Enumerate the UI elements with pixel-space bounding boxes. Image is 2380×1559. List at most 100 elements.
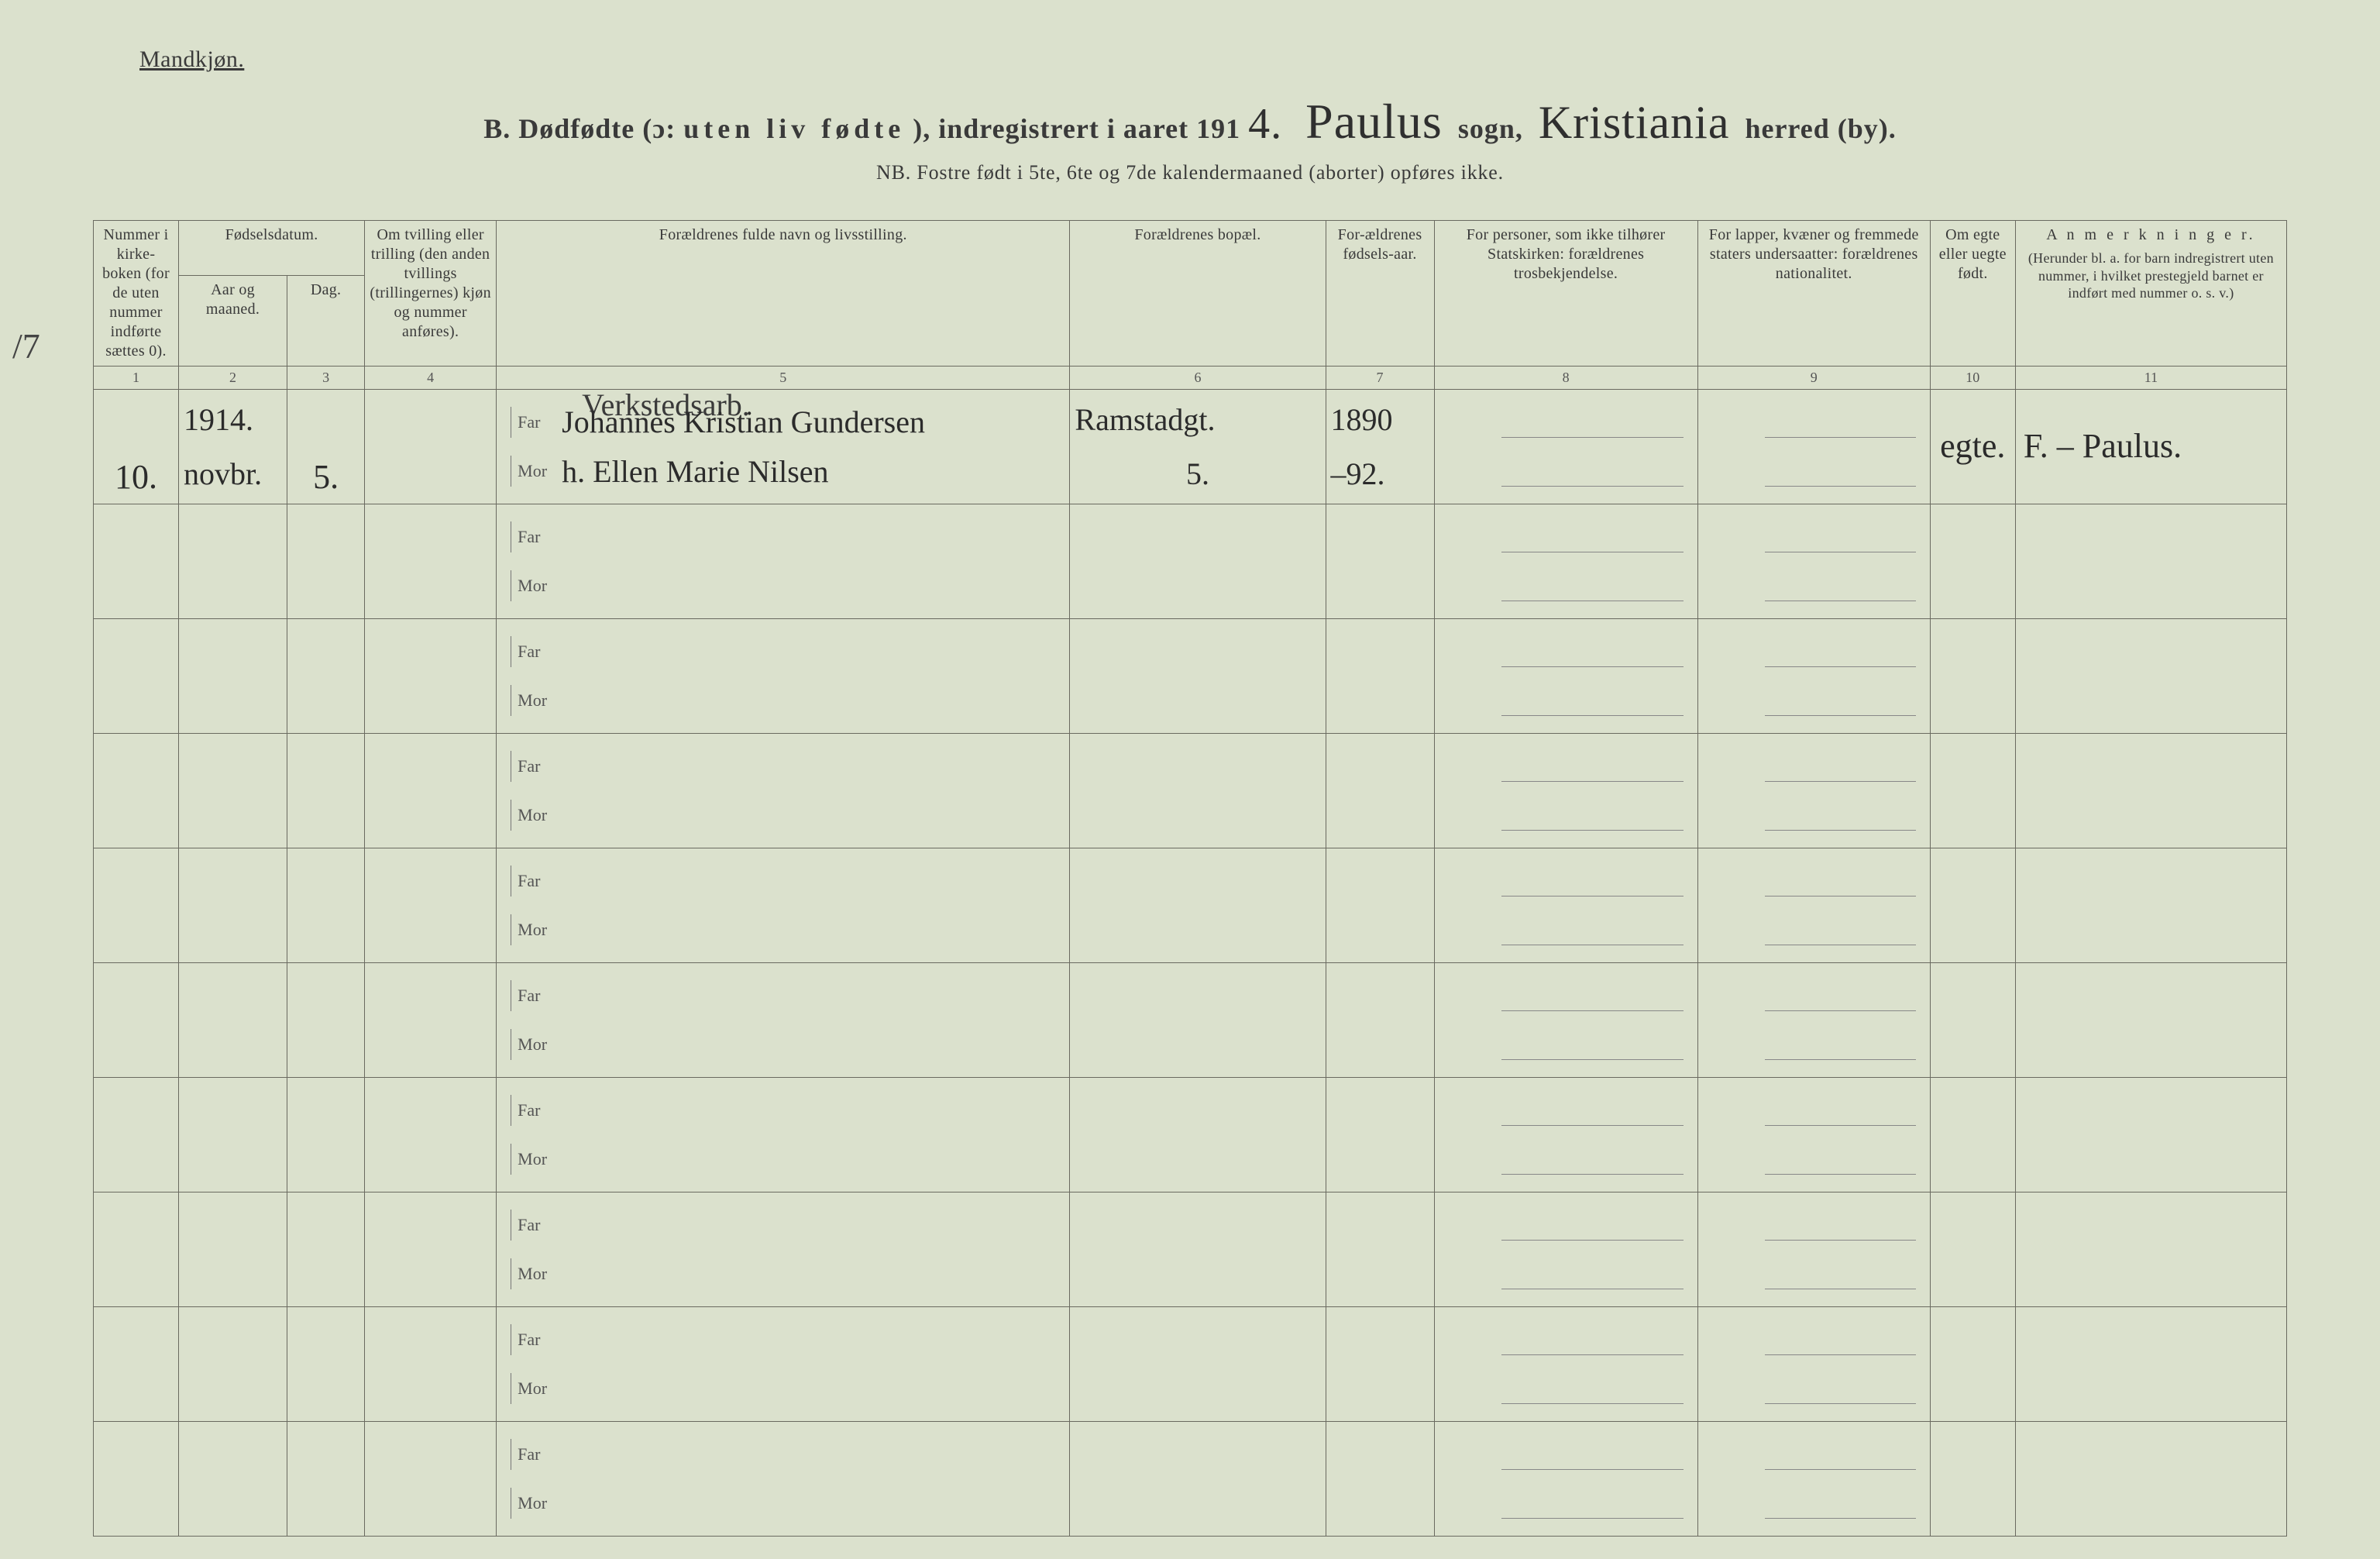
empty-cell bbox=[287, 1422, 365, 1537]
far-label: Far bbox=[511, 980, 554, 1011]
empty-cell bbox=[94, 734, 179, 848]
col-header-birthdate-group: Fødselsdatum. bbox=[179, 221, 365, 276]
cell-parents: Verkstedsarb. Far Johannes Kristian Gund… bbox=[497, 390, 1070, 504]
entry-father-name: Johannes Kristian Gundersen bbox=[562, 404, 925, 440]
empty-cell bbox=[287, 619, 365, 734]
col-header-twin: Om tvilling eller trilling (den anden tv… bbox=[365, 221, 497, 367]
empty-cell bbox=[94, 1422, 179, 1537]
empty-cell bbox=[1697, 734, 1930, 848]
marginal-mark: /7 bbox=[12, 325, 40, 367]
col-header-number: Nummer i kirke-boken (for de uten nummer… bbox=[94, 221, 179, 367]
empty-cell bbox=[1930, 1422, 2015, 1537]
col-header-year-month: Aar og maaned. bbox=[179, 275, 287, 366]
cell-nationality bbox=[1697, 390, 1930, 504]
empty-cell bbox=[1434, 1307, 1697, 1422]
colnum: 8 bbox=[1434, 367, 1697, 390]
year-handwritten: 4. bbox=[1240, 100, 1290, 148]
empty-cell bbox=[1697, 848, 1930, 963]
empty-cell bbox=[2015, 734, 2286, 848]
empty-cell bbox=[365, 848, 497, 963]
empty-cell bbox=[1326, 734, 1434, 848]
col-header-parent-birthyear: For-ældrenes fødsels-aar. bbox=[1326, 221, 1434, 367]
entry-year: 1914. bbox=[184, 401, 282, 438]
entry-address-top: Ramstadgt. bbox=[1075, 401, 1320, 438]
column-number-row: 1 2 3 4 5 6 7 8 9 10 11 bbox=[94, 367, 2287, 390]
empty-cell bbox=[2015, 1422, 2286, 1537]
table-row: FarMor bbox=[94, 619, 2287, 734]
col-header-remarks: A n m e r k n i n g e r. (Herunder bl. a… bbox=[2015, 221, 2286, 367]
far-label: Far bbox=[511, 1210, 554, 1241]
empty-cell bbox=[287, 963, 365, 1078]
empty-cell bbox=[1070, 963, 1326, 1078]
entry-remark: F. – Paulus. bbox=[2024, 428, 2182, 465]
mor-label: Mor bbox=[511, 1488, 554, 1519]
empty-cell bbox=[1326, 1422, 1434, 1537]
mor-label: Mor bbox=[511, 1029, 554, 1060]
empty-cell bbox=[94, 619, 179, 734]
empty-cell bbox=[94, 963, 179, 1078]
empty-cell bbox=[287, 734, 365, 848]
table-row: FarMor bbox=[94, 1422, 2287, 1537]
col-header-nationality: For lapper, kvæner og fremmede staters u… bbox=[1697, 221, 1930, 367]
cell-parent-years: 1890 –92. bbox=[1326, 390, 1434, 504]
empty-cell bbox=[1070, 848, 1326, 963]
empty-cell bbox=[1070, 619, 1326, 734]
empty-cell: FarMor bbox=[497, 619, 1070, 734]
empty-cell bbox=[365, 619, 497, 734]
empty-cell bbox=[365, 1307, 497, 1422]
entry-mother-name: Ellen Marie Nilsen bbox=[593, 454, 828, 489]
empty-cell bbox=[1930, 848, 2015, 963]
empty-cell bbox=[2015, 848, 2286, 963]
colnum: 4 bbox=[365, 367, 497, 390]
empty-cell bbox=[287, 504, 365, 619]
table-row: FarMor bbox=[94, 1078, 2287, 1192]
cell-day: 5. bbox=[287, 390, 365, 504]
empty-cell bbox=[2015, 1192, 2286, 1307]
table-header: Nummer i kirke-boken (for de uten nummer… bbox=[94, 221, 2287, 390]
empty-cell bbox=[1697, 619, 1930, 734]
remarks-subtitle: (Herunder bl. a. for barn indregistrert … bbox=[2021, 250, 2282, 302]
empty-cell bbox=[365, 734, 497, 848]
empty-cell bbox=[1697, 1422, 1930, 1537]
empty-cell bbox=[1930, 619, 2015, 734]
empty-cell bbox=[1070, 1422, 1326, 1537]
cell-faith bbox=[1434, 390, 1697, 504]
mor-label: Mor bbox=[511, 1373, 554, 1404]
entry-mother-prefix: h. bbox=[562, 454, 585, 489]
empty-cell bbox=[365, 963, 497, 1078]
col-header-residence: Forældrenes bopæl. bbox=[1070, 221, 1326, 367]
table-row: Far Mor bbox=[94, 963, 2287, 1078]
subtitle-note: NB. Fostre født i 5te, 6te og 7de kalend… bbox=[93, 161, 2287, 184]
empty-cell bbox=[2015, 1307, 2286, 1422]
empty-cell bbox=[1697, 1192, 1930, 1307]
empty-cell: FarMor bbox=[497, 1422, 1070, 1537]
mor-label: Mor bbox=[511, 685, 554, 716]
empty-cell bbox=[179, 734, 287, 848]
cell-legit: egte. bbox=[1930, 390, 2015, 504]
far-label: Far bbox=[511, 751, 554, 782]
empty-cell bbox=[2015, 1078, 2286, 1192]
empty-cell bbox=[2015, 963, 2286, 1078]
table-row: FarMor bbox=[94, 504, 2287, 619]
register-page: Mandkjøn. B. Dødfødte (ɔ: uten liv fødte… bbox=[0, 0, 2380, 1559]
empty-cell bbox=[179, 504, 287, 619]
empty-cell bbox=[1434, 1422, 1697, 1537]
empty-cell bbox=[1070, 1078, 1326, 1192]
empty-cell bbox=[1326, 848, 1434, 963]
table-row: 10. 1914. novbr. 5. Ver bbox=[94, 390, 2287, 504]
empty-cell bbox=[1070, 504, 1326, 619]
colnum: 2 bbox=[179, 367, 287, 390]
empty-cell bbox=[1434, 1078, 1697, 1192]
far-label: Far bbox=[511, 1324, 554, 1355]
table-row: FarMor bbox=[94, 734, 2287, 848]
empty-cell bbox=[1434, 504, 1697, 619]
empty-cell bbox=[365, 1192, 497, 1307]
mor-label: Mor bbox=[511, 1258, 554, 1289]
col-header-day: Dag. bbox=[287, 275, 365, 366]
empty-cell bbox=[1697, 1307, 1930, 1422]
empty-cell bbox=[365, 504, 497, 619]
empty-cell bbox=[179, 848, 287, 963]
colnum: 5 bbox=[497, 367, 1070, 390]
empty-cell bbox=[1930, 963, 2015, 1078]
empty-cell bbox=[94, 1078, 179, 1192]
